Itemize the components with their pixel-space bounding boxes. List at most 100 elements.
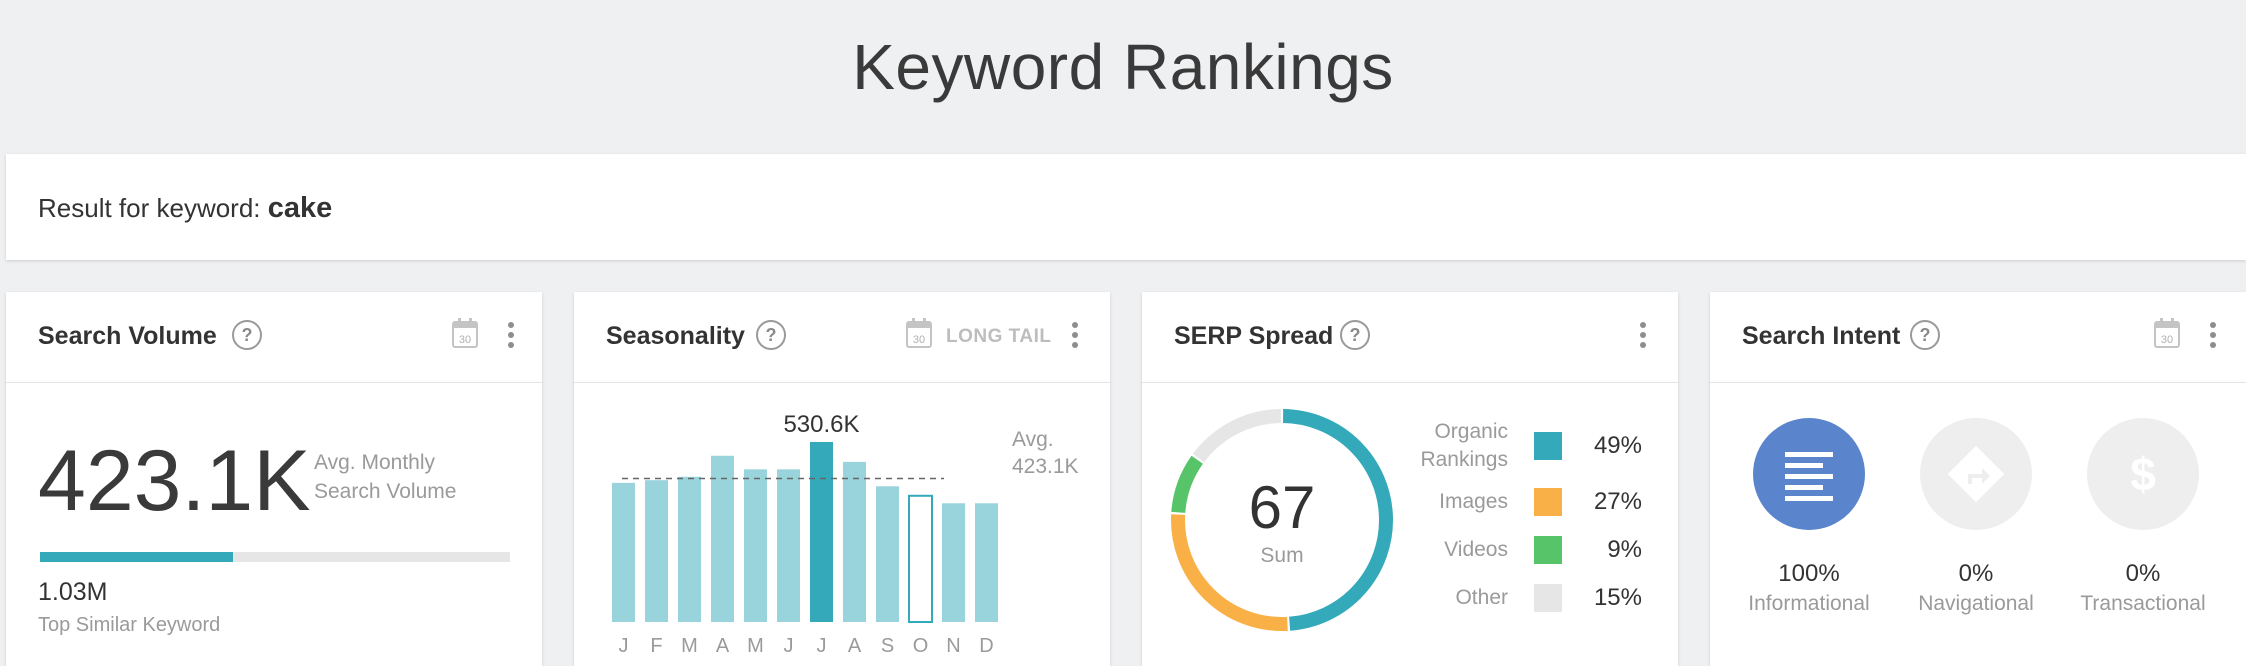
long-tail-label[interactable]: LONG TAIL [946, 326, 1052, 347]
seasonality-title: Seasonality [606, 322, 745, 350]
volume-progress-fill [40, 552, 233, 562]
intent-informational-label: Informational [1748, 592, 1870, 615]
dollar-icon: $ [2130, 448, 2156, 500]
search-intent-help-icon[interactable]: ? [1910, 320, 1940, 350]
seasonality-calendar-day: 30 [913, 334, 925, 346]
seasonality-tick-label: O [913, 635, 929, 657]
seasonality-bar-11 [942, 503, 965, 622]
serp-legend-organic-label: Organic Rankings [1420, 420, 1508, 471]
serp-donut-segment-organic [1283, 409, 1393, 631]
search-intent-menu-icon[interactable] [2210, 322, 2216, 348]
serp-legend-images-label: Images [1439, 490, 1508, 513]
keyword-prefix: Result for keyword: [38, 193, 268, 223]
seasonality-avg-label-line2: 423.1K [1012, 455, 1079, 478]
seasonality-tick-label: J [817, 635, 827, 657]
serp-legend-organic: Organic Rankings 49% [1382, 418, 1642, 474]
serp-spread-title: SERP Spread [1174, 322, 1334, 350]
avg-monthly-volume-label: Avg. Monthly Search Volume [314, 448, 514, 506]
seasonality-bar-10 [908, 494, 933, 623]
seasonality-header: Seasonality ? 30 LONG TAIL [574, 292, 1110, 383]
search-volume-help-icon[interactable]: ? [232, 320, 262, 350]
seasonality-avg-label-line1: Avg. [1012, 428, 1054, 451]
search-intent-card: Search Intent ? 30 100% Informational [1710, 292, 2246, 666]
serp-legend-images-pct: 27% [1593, 488, 1642, 515]
serp-legend-organic-swatch [1534, 432, 1562, 460]
search-volume-menu-icon[interactable] [508, 322, 514, 348]
intent-informational-circle [1753, 418, 1865, 530]
intent-navigational-label: Navigational [1918, 592, 2034, 615]
serp-donut-segment-images [1171, 514, 1288, 631]
seasonality-tick-label: D [979, 635, 993, 657]
avg-monthly-label-line2: Search Volume [314, 480, 457, 503]
seasonality-menu-icon[interactable] [1072, 322, 1078, 348]
serp-legend-images-swatch [1534, 488, 1562, 516]
avg-monthly-label-line1: Avg. Monthly [314, 451, 436, 474]
seasonality-bar-9 [876, 486, 899, 622]
seasonality-bar-5 [744, 469, 767, 622]
intent-navigational-pct: 0% [1958, 560, 1994, 587]
seasonality-calendar-icon[interactable]: 30 [906, 318, 932, 348]
seasonality-tick-label: A [848, 635, 862, 657]
seasonality-tick-label: J [784, 635, 794, 657]
serp-donut-segment-other [1192, 409, 1282, 463]
seasonality-tick-label: F [650, 635, 662, 657]
keyword-value: cake [267, 192, 333, 224]
intent-navigational: 0% Navigational [1891, 418, 2061, 648]
seasonality-tick-label: M [681, 635, 698, 657]
search-volume-header: Search Volume ? 30 [6, 292, 542, 383]
serp-donut-chart: 67 Sum [1171, 409, 1393, 631]
intent-transactional-circle: $ [2087, 418, 2199, 530]
keyword-result-bar: Result for keyword: cake [6, 154, 2246, 260]
seasonality-bar-7 [810, 441, 833, 622]
search-volume-calendar-day: 30 [459, 334, 471, 346]
top-similar-keyword-value: 1.03M [38, 578, 108, 606]
list-icon [1785, 452, 1833, 501]
serp-legend-other: Other 15% [1382, 584, 1642, 624]
search-volume-calendar-icon[interactable]: 30 [452, 318, 478, 348]
intent-navigational-circle [1920, 418, 2032, 530]
seasonality-card: Seasonality ? 30 LONG TAIL 530.6K Avg. 4… [574, 292, 1110, 666]
serp-legend-videos-label: Videos [1444, 538, 1508, 561]
keyword-result-text: Result for keyword: cake [38, 192, 332, 225]
search-volume-card: Search Volume ? 30 423.1K Avg. Monthly Se… [6, 292, 542, 666]
serp-sum-label: Sum [1260, 544, 1303, 567]
seasonality-bar-12 [975, 503, 998, 622]
seasonality-bar-6 [777, 469, 800, 622]
page-title: Keyword Rankings [852, 31, 1394, 103]
serp-legend-other-pct: 15% [1593, 584, 1642, 611]
volume-progress-track [40, 552, 510, 562]
search-volume-title: Search Volume [38, 322, 217, 350]
serp-spread-card: SERP Spread ? 67 Sum Organic Rankings 49%… [1142, 292, 1678, 666]
search-intent-calendar-icon[interactable]: 30 [2154, 318, 2180, 348]
serp-legend-other-label: Other [1455, 586, 1508, 609]
seasonality-peak-label: 530.6K [783, 411, 859, 438]
search-intent-title: Search Intent [1742, 322, 1901, 350]
serp-legend-other-swatch [1534, 584, 1562, 612]
search-intent-header: Search Intent ? 30 [1710, 292, 2246, 383]
seasonality-help-icon[interactable]: ? [756, 320, 786, 350]
seasonality-bar-4 [711, 455, 734, 622]
direction-icon [1947, 445, 2005, 503]
seasonality-tick-label: N [946, 635, 960, 657]
intent-transactional-label: Transactional [2080, 592, 2206, 615]
seasonality-tick-label: S [881, 635, 894, 657]
serp-spread-menu-icon[interactable] [1640, 322, 1646, 348]
serp-spread-help-icon[interactable]: ? [1340, 320, 1370, 350]
seasonality-bar-1 [612, 482, 635, 622]
serp-sum-value: 67 [1249, 474, 1316, 541]
intent-transactional: $ 0% Transactional [2058, 418, 2228, 648]
intent-transactional-pct: 0% [2125, 560, 2161, 587]
serp-legend-organic-pct: 49% [1593, 432, 1642, 459]
serp-legend-videos: Videos 9% [1382, 536, 1642, 576]
avg-monthly-volume-value: 423.1K [38, 433, 311, 529]
seasonality-tick-label: J [619, 635, 629, 657]
serp-donut-segment-videos [1171, 455, 1204, 514]
serp-legend-images: Images 27% [1382, 488, 1642, 528]
top-similar-keyword-label: Top Similar Keyword [38, 614, 221, 636]
serp-legend-videos-swatch [1534, 536, 1562, 564]
intent-informational-pct: 100% [1778, 560, 1840, 587]
serp-spread-header: SERP Spread ? [1142, 292, 1678, 383]
seasonality-tick-label: M [747, 635, 764, 657]
svg-text:$: $ [2130, 448, 2156, 500]
